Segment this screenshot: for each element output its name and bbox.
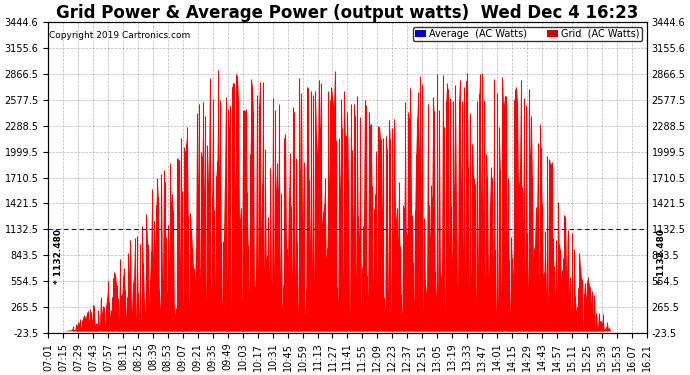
Title: Grid Power & Average Power (output watts)  Wed Dec 4 16:23: Grid Power & Average Power (output watts…: [57, 4, 639, 22]
Text: * 1132.480: * 1132.480: [55, 230, 63, 284]
Legend: Average  (AC Watts), Grid  (AC Watts): Average (AC Watts), Grid (AC Watts): [413, 27, 642, 41]
Text: * 1132.480: * 1132.480: [657, 230, 666, 284]
Text: Copyright 2019 Cartronics.com: Copyright 2019 Cartronics.com: [49, 32, 190, 40]
